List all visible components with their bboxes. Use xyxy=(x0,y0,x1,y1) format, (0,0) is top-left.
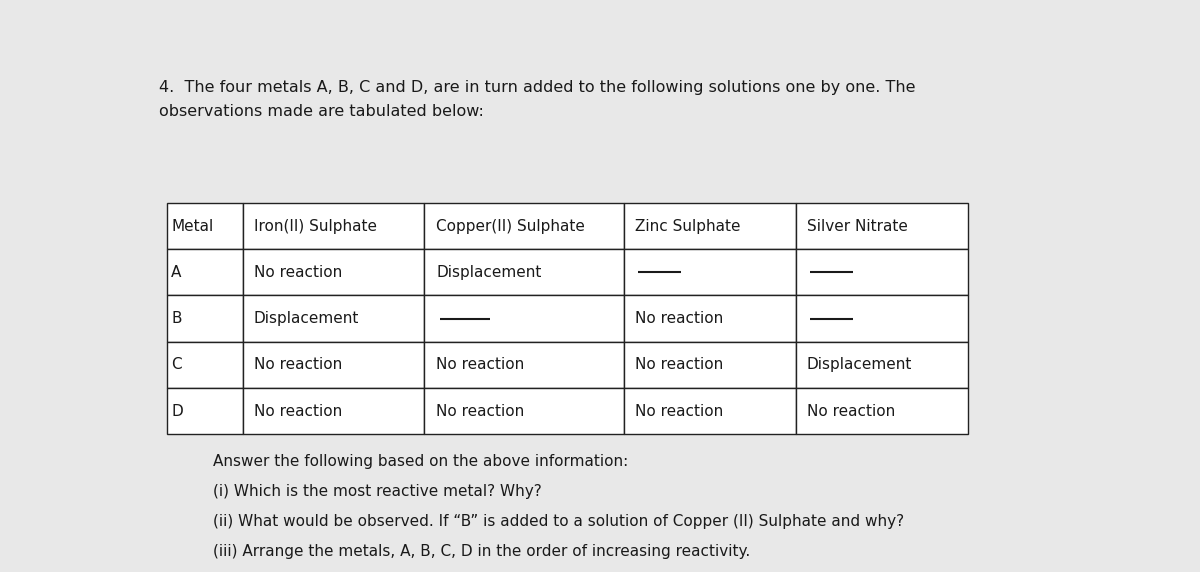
Bar xyxy=(425,296,624,341)
Text: observations made are tabulated below:: observations made are tabulated below: xyxy=(160,104,484,119)
Bar xyxy=(797,249,968,296)
Bar xyxy=(624,249,797,296)
Text: No reaction: No reaction xyxy=(437,404,524,419)
Bar xyxy=(167,341,242,388)
Text: No reaction: No reaction xyxy=(635,311,722,326)
Bar xyxy=(242,296,425,341)
Bar xyxy=(167,203,242,249)
Text: Displacement: Displacement xyxy=(806,358,912,372)
Bar xyxy=(624,203,797,249)
Text: No reaction: No reaction xyxy=(437,358,524,372)
Bar xyxy=(624,296,797,341)
Bar xyxy=(624,388,797,434)
Text: (ii) What would be observed. If “B” is added to a solution of Copper (II) Sulpha: (ii) What would be observed. If “B” is a… xyxy=(214,514,905,529)
Text: No reaction: No reaction xyxy=(806,404,895,419)
Bar xyxy=(425,249,624,296)
Text: No reaction: No reaction xyxy=(254,404,342,419)
Text: No reaction: No reaction xyxy=(254,265,342,280)
Text: (iii) Arrange the metals, A, B, C, D in the order of increasing reactivity.: (iii) Arrange the metals, A, B, C, D in … xyxy=(214,544,750,559)
Text: No reaction: No reaction xyxy=(635,358,722,372)
Bar xyxy=(242,388,425,434)
Text: No reaction: No reaction xyxy=(254,358,342,372)
Text: D: D xyxy=(172,404,184,419)
Bar xyxy=(167,388,242,434)
Text: Metal: Metal xyxy=(172,219,214,233)
Bar xyxy=(425,388,624,434)
Text: Copper(II) Sulphate: Copper(II) Sulphate xyxy=(437,219,586,233)
Text: Silver Nitrate: Silver Nitrate xyxy=(806,219,907,233)
Text: Displacement: Displacement xyxy=(437,265,541,280)
Bar xyxy=(797,203,968,249)
Text: B: B xyxy=(172,311,182,326)
Bar xyxy=(624,341,797,388)
Text: Iron(II) Sulphate: Iron(II) Sulphate xyxy=(254,219,377,233)
Text: Displacement: Displacement xyxy=(254,311,359,326)
Bar xyxy=(242,341,425,388)
Text: C: C xyxy=(172,358,182,372)
Bar xyxy=(425,203,624,249)
Bar xyxy=(167,296,242,341)
Bar xyxy=(242,203,425,249)
Text: 4.  The four metals A, B, C and D, are in turn added to the following solutions : 4. The four metals A, B, C and D, are in… xyxy=(160,80,916,94)
Bar xyxy=(167,249,242,296)
Bar xyxy=(425,341,624,388)
Text: (i) Which is the most reactive metal? Why?: (i) Which is the most reactive metal? Wh… xyxy=(214,484,542,499)
Bar xyxy=(797,341,968,388)
Text: Zinc Sulphate: Zinc Sulphate xyxy=(635,219,740,233)
Bar xyxy=(242,249,425,296)
Bar xyxy=(797,388,968,434)
Bar xyxy=(797,296,968,341)
Text: Answer the following based on the above information:: Answer the following based on the above … xyxy=(214,454,629,469)
Text: No reaction: No reaction xyxy=(635,404,722,419)
Text: A: A xyxy=(172,265,181,280)
